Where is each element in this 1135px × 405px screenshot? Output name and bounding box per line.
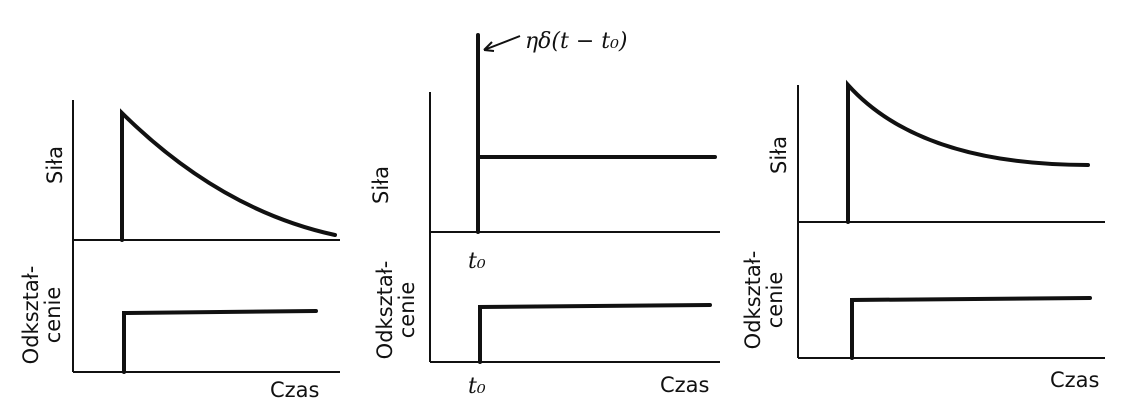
strain-label: cenie xyxy=(763,272,787,329)
strain-label: Odkształ- xyxy=(19,266,43,365)
time-label: Czas xyxy=(270,378,320,402)
force-curve xyxy=(476,33,717,234)
strain-label: Odkształ- xyxy=(741,251,765,350)
strain-label: Odkształ- xyxy=(373,261,397,360)
time-label: Czas xyxy=(660,373,710,397)
force-curve xyxy=(846,79,1090,224)
time-label: Czas xyxy=(1050,368,1100,392)
panel: Siła Odkształ- cenie Czas xyxy=(19,100,340,402)
annotation: ηδ(t − t₀) xyxy=(525,29,628,54)
panel: ηδ(t − t₀) t₀ t₀ Siła Odkształ- cenie Cz… xyxy=(369,29,720,399)
force-label: Siła xyxy=(767,136,791,174)
force-curve xyxy=(120,108,337,242)
annotation-arrow xyxy=(483,35,521,52)
t0-label: t₀ xyxy=(468,374,486,399)
t0-label: t₀ xyxy=(468,249,486,274)
panel: Siła Odkształ- cenie Czas xyxy=(741,79,1105,392)
strain-curve xyxy=(478,303,712,364)
force-label: Siła xyxy=(43,146,67,184)
force-label: Siła xyxy=(369,166,393,204)
strain-curve xyxy=(122,309,318,374)
strain-label: cenie xyxy=(395,282,419,339)
strain-label: cenie xyxy=(41,287,65,344)
strain-curve xyxy=(850,296,1092,360)
